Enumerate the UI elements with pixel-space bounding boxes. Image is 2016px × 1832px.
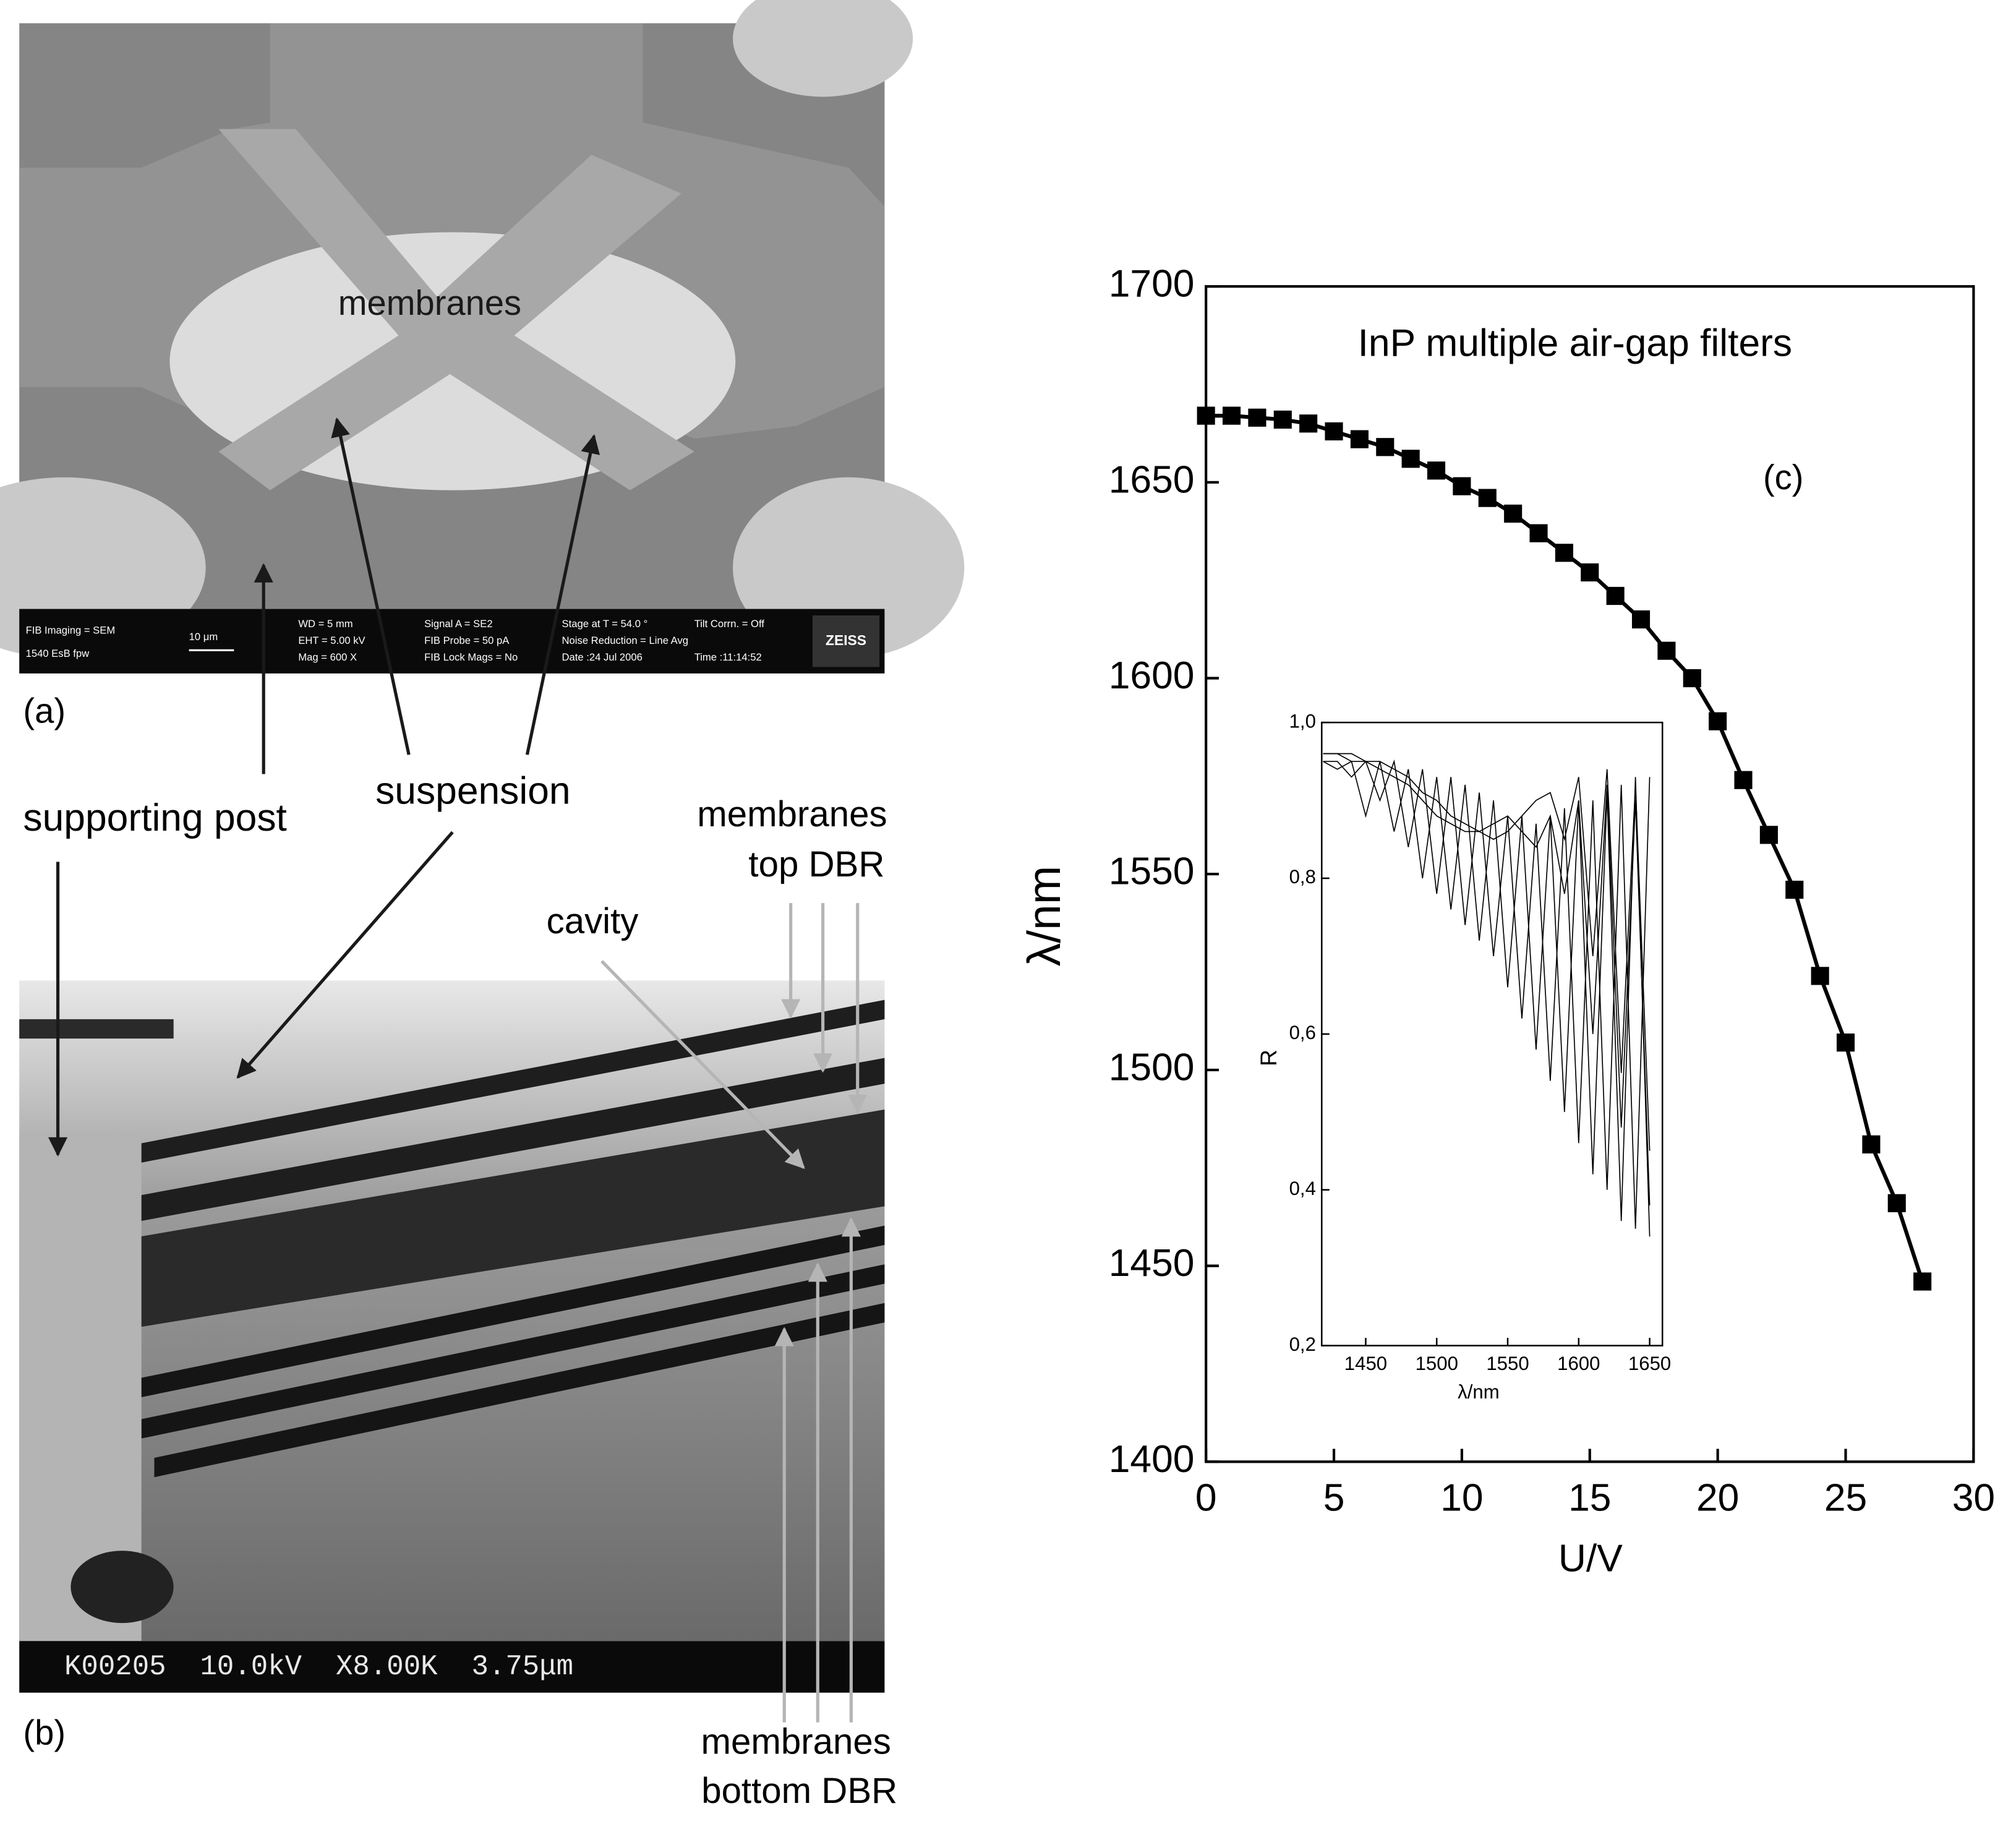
sem-info: Date :24 Jul 2006 (562, 651, 643, 663)
data-point (1401, 450, 1420, 468)
y-tick-label: 0,8 (1289, 866, 1316, 888)
panel-label: (a) (23, 691, 66, 730)
data-point (1350, 430, 1369, 448)
x-tick-label: 5 (1323, 1476, 1345, 1519)
data-point (1811, 967, 1829, 985)
sem-image-a (0, 0, 965, 674)
panel-label: (b) (23, 1713, 66, 1752)
data-point (1631, 610, 1651, 629)
data-point (1887, 1194, 1906, 1212)
annotation: bottom DBR (701, 1771, 897, 1811)
sem-info: Tilt Corrn. = Off (694, 618, 765, 630)
data-point (1734, 771, 1753, 789)
data-point (1222, 406, 1241, 425)
sem-info: Signal A = SE2 (424, 618, 492, 630)
y-axis-label: λ/nm (1018, 866, 1070, 967)
sem-image-b (19, 980, 885, 1693)
data-point (1325, 422, 1343, 441)
sem-info: K00205 10.0kV X8.00K 3.75μm (64, 1651, 573, 1683)
sem-info: 10 μm (189, 631, 218, 643)
x-tick-label: 25 (1824, 1476, 1867, 1519)
sem-info: EHT = 5.00 kV (298, 635, 365, 646)
data-point (1376, 438, 1395, 456)
x-tick-label: 30 (1952, 1476, 1995, 1519)
annotation-arrows (48, 417, 868, 1723)
x-tick-label: 10 (1440, 1476, 1483, 1519)
y-tick-label: 1500 (1109, 1045, 1195, 1089)
x-tick-label: 1450 (1344, 1353, 1387, 1374)
data-point (1836, 1033, 1855, 1052)
x-tick-label: 1500 (1416, 1353, 1458, 1374)
x-axis-label: λ/nm (1458, 1381, 1500, 1403)
sem-info: WD = 5 mm (298, 618, 352, 630)
x-tick-label: 0 (1195, 1476, 1217, 1519)
data-point (1427, 461, 1446, 480)
data-point (1453, 477, 1471, 495)
annotation: membranes (701, 1722, 891, 1762)
sem-info: FIB Probe = 50 pA (424, 635, 510, 646)
annotation: supporting post (23, 796, 286, 839)
x-tick-label: 15 (1568, 1476, 1611, 1519)
image-label: membranes (338, 283, 521, 322)
x-tick-label: 1550 (1486, 1353, 1529, 1374)
y-tick-label: 1450 (1109, 1241, 1195, 1285)
y-tick-label: 0,4 (1289, 1178, 1316, 1199)
series-line (1323, 753, 1651, 1151)
x-tick-label: 1650 (1628, 1353, 1671, 1374)
x-axis-label: U/V (1558, 1536, 1623, 1580)
data-point (1197, 406, 1215, 425)
data-point (1273, 410, 1292, 429)
y-tick-label: 0,6 (1289, 1022, 1316, 1043)
data-point (1299, 414, 1318, 433)
data-point (1529, 524, 1548, 542)
y-tick-label: 1550 (1109, 850, 1195, 893)
data-point (1606, 586, 1625, 606)
annotation: cavity (547, 901, 639, 941)
data-point (1759, 826, 1778, 844)
data-point (1862, 1135, 1881, 1154)
sem-info: Time :11:14:52 (694, 651, 762, 663)
data-point (1657, 641, 1676, 660)
annotation: suspension (375, 769, 571, 812)
series-line (1323, 759, 1651, 1229)
data-point (1581, 563, 1599, 582)
sem-info: Noise Reduction = Line Avg (562, 635, 688, 646)
sem-info: FIB Lock Mags = No (424, 651, 518, 663)
y-tick-label: 1,0 (1289, 710, 1316, 732)
chart-title: InP multiple air-gap filters (1358, 321, 1793, 364)
y-tick-label: 1600 (1109, 654, 1195, 697)
data-point (1504, 504, 1523, 523)
sem-info: 1540 EsB fpw (26, 648, 90, 659)
y-tick-label: 1400 (1109, 1437, 1195, 1481)
logo: ZEISS (826, 632, 866, 648)
data-point (1478, 489, 1497, 507)
x-tick-label: 20 (1696, 1476, 1739, 1519)
y-tick-label: 0,2 (1289, 1333, 1316, 1355)
annotation: (c) (1763, 458, 1803, 497)
y-tick-label: 1650 (1109, 458, 1195, 501)
series-line (1323, 753, 1651, 1205)
data-point (1248, 408, 1266, 427)
data-point (1913, 1272, 1932, 1291)
annotation: membranes (697, 794, 887, 834)
data-point (1683, 669, 1701, 688)
sem-info: FIB Imaging = SEM (26, 624, 116, 636)
series-line (1323, 760, 1651, 1237)
sem-info: Mag = 600 X (298, 651, 357, 663)
x-tick-label: 1600 (1557, 1353, 1600, 1374)
data-point (1709, 712, 1727, 730)
data-point (1785, 880, 1804, 899)
y-axis-label: R (1255, 1050, 1281, 1066)
sem-info: Stage at T = 54.0 ° (562, 618, 648, 630)
annotation: top DBR (748, 844, 884, 884)
data-point (1555, 544, 1573, 562)
y-tick-label: 1700 (1109, 262, 1195, 306)
